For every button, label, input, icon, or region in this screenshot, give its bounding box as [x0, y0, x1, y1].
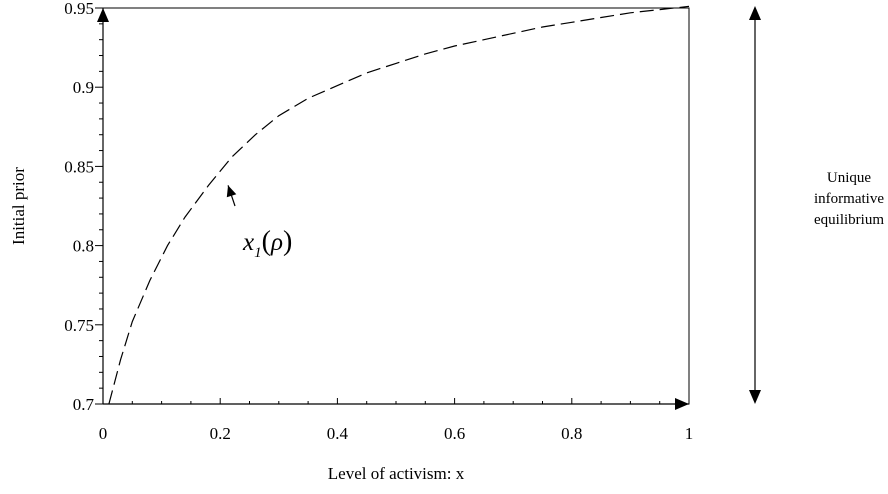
plot-frame: [102, 7, 690, 405]
side-arrow-top-icon: [749, 6, 761, 20]
x-axis-label: Level of activism: x: [328, 464, 465, 483]
x-axis-arrow-icon: [675, 398, 689, 410]
series-line: [108, 5, 690, 405]
side-label-line-3: equilibrium: [814, 212, 884, 228]
side-arrow-bottom-icon: [749, 390, 761, 404]
y-tick-label: 0.85: [64, 157, 94, 176]
curve-label-main: x: [242, 229, 254, 256]
curve-label-sub: 1: [254, 245, 262, 261]
y-tick-label: 0.9: [73, 78, 94, 97]
curve-label: x1(ρ): [242, 226, 292, 261]
y-tick-label: 0.7: [73, 395, 95, 414]
x-tick-label: 0.2: [210, 424, 231, 443]
annotation-arrowhead-icon: [226, 185, 237, 198]
x-tick-label: 0.8: [561, 424, 582, 443]
curve-label-arg: ρ: [270, 229, 283, 256]
y-ticks: 0.7 0.75 0.8 0.85 0.9 0.95: [64, 0, 103, 414]
x-tick-label: 0.6: [444, 424, 465, 443]
side-label-line-1: Unique: [827, 170, 872, 186]
x-tick-label: 0.4: [327, 424, 349, 443]
x-ticks: 0 0.2 0.4 0.6 0.8 1: [99, 398, 694, 443]
y-tick-label: 0.8: [73, 237, 94, 256]
side-label-line-2: informative: [814, 191, 884, 207]
x-tick-label: 1: [685, 424, 694, 443]
y-axis-arrow-icon: [97, 8, 109, 22]
curve-label-paren-open: (: [262, 226, 271, 257]
y-tick-label: 0.75: [64, 316, 94, 335]
series-layer: [108, 5, 690, 405]
y-axis-label: Initial prior: [9, 167, 28, 245]
x-tick-label: 0: [99, 424, 108, 443]
y-tick-label: 0.95: [64, 0, 94, 18]
curve-label-paren-close: ): [283, 226, 292, 257]
